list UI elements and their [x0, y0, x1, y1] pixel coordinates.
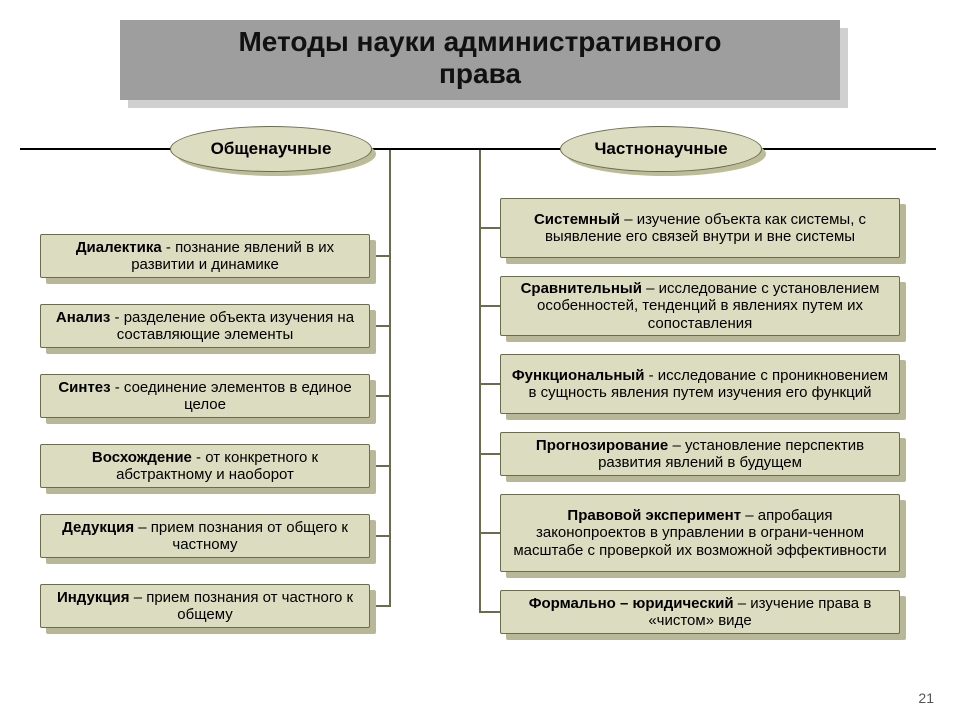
left-item-bold: Синтез [58, 379, 110, 396]
category-right-label: Частнонаучные [594, 139, 727, 159]
left-item-rest: – прием познания от общего к частному [134, 519, 348, 553]
left-item: Индукция – прием познания от частного к … [40, 584, 370, 628]
left-item-text: Дедукция – прием познания от общего к ча… [51, 519, 359, 554]
branch-connector [480, 532, 500, 534]
horizontal-rule-mid [370, 148, 560, 150]
left-item-text: Синтез - соединение элементов в единое ц… [51, 379, 359, 414]
right-item-text: Системный – изучение объекта как системы… [511, 211, 889, 246]
right-item-bold: Формально – юридический [529, 595, 734, 612]
left-item-rest: - соединение элементов в единое целое [111, 379, 352, 413]
left-item-bold: Восхождение [92, 449, 192, 466]
horizontal-rule-right [760, 148, 936, 150]
right-item-text: Формально – юридический – изучение права… [511, 595, 889, 630]
category-right: Частнонаучные [560, 126, 762, 172]
category-left: Общенаучные [170, 126, 372, 172]
left-item-bold: Дедукция [62, 519, 134, 536]
left-item-text: Индукция – прием познания от частного к … [51, 589, 359, 624]
right-item-bold: Функциональный [512, 367, 645, 384]
right-trunk [479, 150, 481, 613]
right-item-bold: Сравнительный [521, 280, 642, 297]
left-item-bold: Диалектика [76, 239, 162, 256]
left-item-rest: - разделение объекта изучения на составл… [110, 309, 354, 343]
branch-connector [480, 611, 500, 613]
left-item-text: Диалектика - познание явлений в их разви… [51, 239, 359, 274]
right-item-bold: Системный [534, 211, 620, 228]
left-item-rest: – прием познания от частного к общему [130, 589, 354, 623]
branch-connector [480, 305, 500, 307]
left-item-text: Анализ - разделение объекта изучения на … [51, 309, 359, 344]
title-line-1: Методы науки административного [120, 26, 840, 58]
right-item: Функциональный - исследование с проникно… [500, 354, 900, 414]
page-number: 21 [918, 690, 934, 706]
right-item: Формально – юридический – изучение права… [500, 590, 900, 634]
left-item: Восхождение - от конкретного к абстрактн… [40, 444, 370, 488]
left-item-rest: - познание явлений в их развитии и динам… [131, 239, 334, 273]
branch-connector [480, 227, 500, 229]
right-item-text: Правовой эксперимент – апробация законоп… [511, 507, 889, 559]
right-item-text: Функциональный - исследование с проникно… [511, 367, 889, 402]
right-item-text: Сравнительный – исследование с установле… [511, 280, 889, 332]
right-item-text: Прогнозирование – установление перспекти… [511, 437, 889, 472]
left-trunk [389, 150, 391, 607]
left-item: Диалектика - познание явлений в их разви… [40, 234, 370, 278]
branch-connector [480, 453, 500, 455]
right-item-bold: Прогнозирование [536, 437, 668, 454]
right-item: Системный – изучение объекта как системы… [500, 198, 900, 258]
branch-connector [480, 383, 500, 385]
slide-title: Методы науки административного права [120, 20, 840, 100]
right-item: Правовой эксперимент – апробация законоп… [500, 494, 900, 572]
category-left-label: Общенаучные [211, 139, 332, 159]
right-item: Прогнозирование – установление перспекти… [500, 432, 900, 476]
left-item-text: Восхождение - от конкретного к абстрактн… [51, 449, 359, 484]
left-item-bold: Анализ [56, 309, 110, 326]
left-item: Синтез - соединение элементов в единое ц… [40, 374, 370, 418]
left-item-bold: Индукция [57, 589, 130, 606]
title-line-2: права [120, 58, 840, 90]
left-item: Дедукция – прием познания от общего к ча… [40, 514, 370, 558]
left-item: Анализ - разделение объекта изучения на … [40, 304, 370, 348]
right-item: Сравнительный – исследование с установле… [500, 276, 900, 336]
horizontal-rule-left [20, 148, 172, 150]
right-item-bold: Правовой эксперимент [567, 507, 741, 524]
